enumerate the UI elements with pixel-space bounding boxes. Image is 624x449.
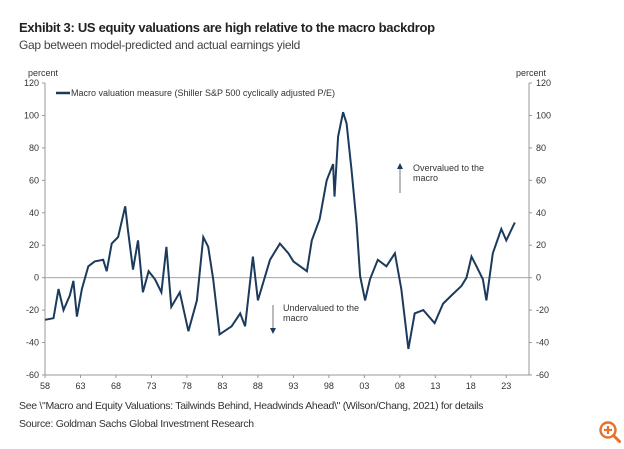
annotation-text: macro <box>283 313 308 323</box>
y-tick-label-right: 20 <box>536 240 546 250</box>
y-tick-label-right: 0 <box>536 273 541 283</box>
y-tick-label-right: 80 <box>536 143 546 153</box>
y-tick-label-right: 40 <box>536 208 546 218</box>
y-tick-label-right: 100 <box>536 110 551 120</box>
chart-subtitle: Gap between model-predicted and actual e… <box>19 38 300 52</box>
x-tick-label: 93 <box>288 381 298 391</box>
y-tick-label-right: -60 <box>536 370 549 380</box>
y-axis-label-right: percent <box>516 68 547 78</box>
y-tick-label-left: 20 <box>29 240 39 250</box>
x-tick-label: 78 <box>182 381 192 391</box>
y-tick-label-left: 0 <box>34 273 39 283</box>
x-tick-label: 18 <box>466 381 476 391</box>
y-tick-label-left: -20 <box>26 305 39 315</box>
source-note: Source: Goldman Sachs Global Investment … <box>19 418 254 430</box>
chart: percent percent 120 120 100 100 80 80 60 60 40 40… <box>24 68 551 391</box>
y-tick-label-left: -40 <box>26 338 39 348</box>
y-tick-label-left: 100 <box>24 110 39 120</box>
y-tick-label-left: 60 <box>29 175 39 185</box>
down-arrowhead-icon <box>270 328 276 334</box>
y-tick-label-left: 80 <box>29 143 39 153</box>
overvalued-annotation: Overvalued to the macro <box>397 163 484 193</box>
x-tick-label: 98 <box>324 381 334 391</box>
y-tick-label-left: 40 <box>29 208 39 218</box>
y-axis-label-left: percent <box>28 68 59 78</box>
y-tick-label-left: -60 <box>26 370 39 380</box>
footnote: See \"Macro and Equity Valuations: Tailw… <box>19 400 484 412</box>
x-tick-label: 68 <box>111 381 121 391</box>
series-line <box>44 111 516 350</box>
y-tick-label-right: -20 <box>536 305 549 315</box>
x-tick-label: 63 <box>75 381 85 391</box>
x-tick-label: 83 <box>217 381 227 391</box>
zoom-in-icon[interactable] <box>598 420 622 444</box>
x-tick-label: 13 <box>430 381 440 391</box>
up-arrowhead-icon <box>397 163 403 169</box>
annotation-text: Undervalued to the <box>283 303 359 313</box>
y-tick-label-right: 60 <box>536 175 546 185</box>
legend-label: Macro valuation measure (Shiller S&P 500… <box>71 88 335 98</box>
y-tick-label-right: 120 <box>536 78 551 88</box>
x-tick-label: 73 <box>146 381 156 391</box>
annotation-text: macro <box>413 173 438 183</box>
x-tick-label: 08 <box>395 381 405 391</box>
undervalued-annotation: Undervalued to the macro <box>270 303 359 334</box>
chart-title: Exhibit 3: US equity valuations are high… <box>19 20 435 35</box>
y-tick-label-left: 120 <box>24 78 39 88</box>
x-tick-label: 23 <box>501 381 511 391</box>
x-tick-label: 03 <box>359 381 369 391</box>
y-tick-label-right: -40 <box>536 338 549 348</box>
x-tick-label: 58 <box>40 381 50 391</box>
annotation-text: Overvalued to the <box>413 163 484 173</box>
x-tick-label: 88 <box>253 381 263 391</box>
